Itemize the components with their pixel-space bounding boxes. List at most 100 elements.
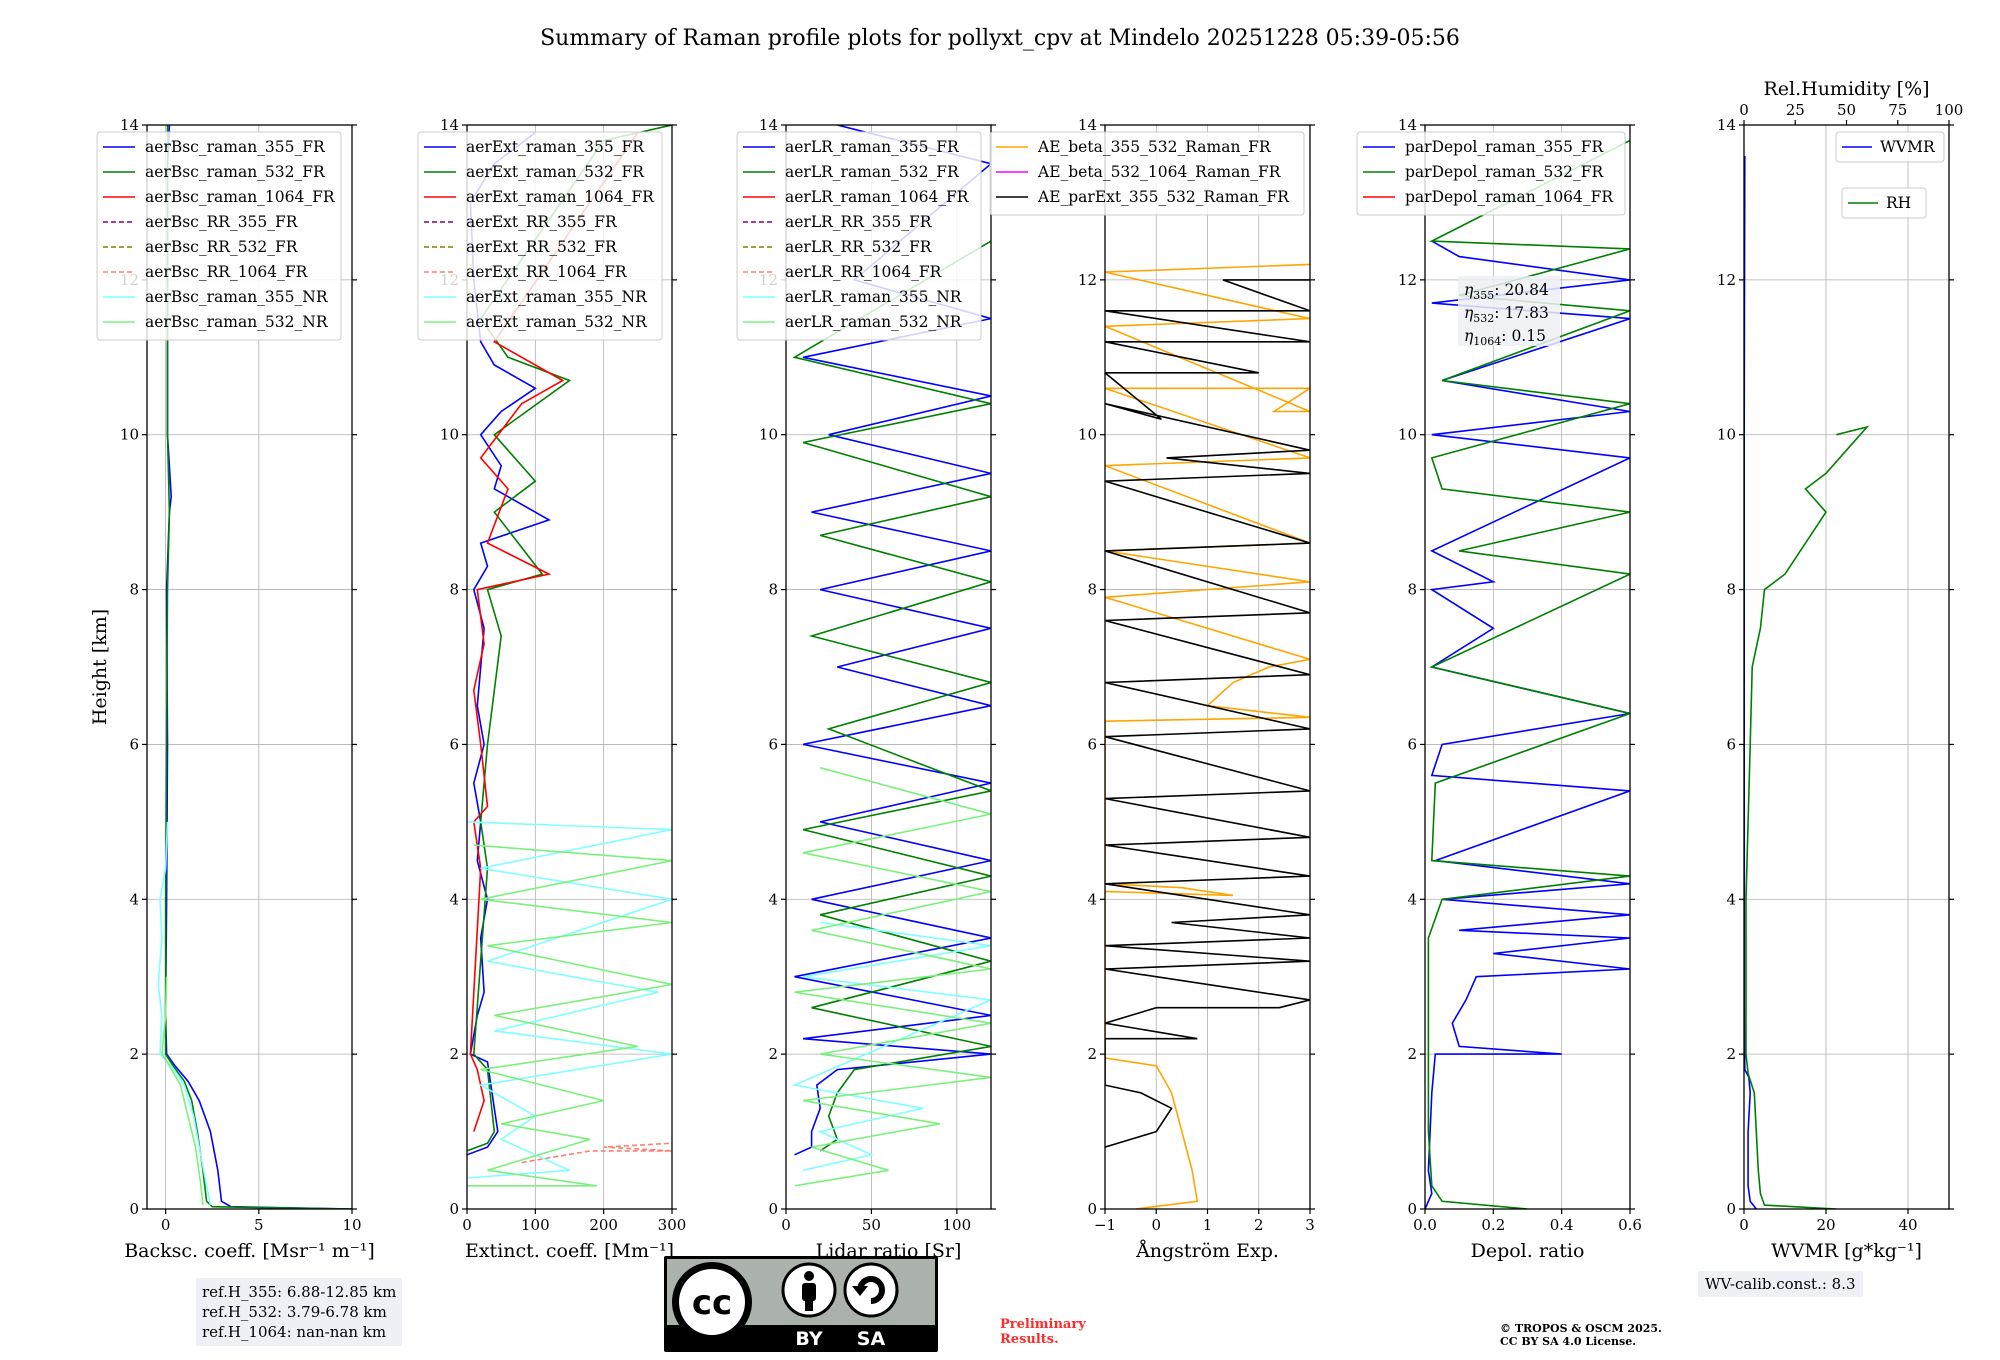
- series-line-aerExt_raman_355_FR: [467, 132, 551, 1156]
- x-tick-label: 0: [161, 1216, 171, 1234]
- legend-label: RH: [1886, 194, 1911, 212]
- x-axis-label: Extinct. coeff. [Mm⁻¹]: [465, 1240, 674, 1262]
- legend-bsc: aerBsc_raman_355_FR aerBsc_raman_532_FRae…: [96, 131, 342, 341]
- legend-ext: aerExt_raman_355_FR aerExt_raman_532_FRae…: [417, 131, 663, 341]
- y-tick-label: 2: [129, 1045, 139, 1063]
- y-tick-label: 4: [129, 890, 139, 908]
- x-tick-label: 50: [862, 1216, 881, 1234]
- eta-line: η532: 17.83: [1464, 304, 1549, 325]
- y-tick-label: 10: [759, 426, 778, 444]
- x-axis-label: Ångström Exp.: [1135, 1240, 1279, 1262]
- legend-label: aerExt_raman_355_FR: [466, 138, 645, 156]
- axes-frame: [466, 124, 673, 1210]
- panel-bsc: 051002468101214Backsc. coeff. [Msr⁻¹ m⁻¹…: [89, 116, 375, 1262]
- series-line-aerLR_raman_355_FR: [794, 125, 991, 1156]
- y-tick-label: 8: [1407, 581, 1417, 599]
- wv-calibration-constant: WV-calib.const.: 8.3: [1705, 1275, 1856, 1293]
- y-tick-label: 0: [1087, 1200, 1097, 1218]
- reference-height-box: ref.H_355: 6.88-12.85 km ref.H_532: 3.79…: [196, 1278, 403, 1346]
- y-tick-label: 4: [1407, 890, 1417, 908]
- x-tick-label: 0: [462, 1216, 472, 1234]
- eta-line: η355: 20.84: [1464, 281, 1549, 302]
- y-tick-label: 10: [1078, 426, 1097, 444]
- series-line-AE_parExt_355_532_Raman_FR: [1105, 279, 1310, 1148]
- x-tick-label: 200: [589, 1216, 618, 1234]
- series-line-aerExt_raman_532_FR: [467, 125, 672, 1152]
- x-tick-label: 10: [342, 1216, 361, 1234]
- series-line-aerLR_raman_532_FR: [792, 240, 991, 1152]
- panel-lr: 05010002468101214Lidar ratio [Sr]aerLR_r…: [736, 116, 996, 1262]
- x-tick-label: 0.2: [1481, 1216, 1505, 1234]
- x-tick-label: 5: [254, 1216, 264, 1234]
- legend-label: aerExt_raman_532_NR: [466, 313, 648, 331]
- series-line-aerExt_raman_1064_FR: [469, 132, 639, 1132]
- x-tick-label: 0: [781, 1216, 791, 1234]
- legend-lr: aerLR_raman_355_FR aerLR_raman_532_FR aerL…: [736, 131, 982, 341]
- wv-calibration-box: WV-calib.const.: 8.3: [1698, 1271, 1863, 1297]
- eta-line: η1064: 0.15: [1464, 327, 1546, 348]
- y-tick-label: 2: [449, 1045, 459, 1063]
- x-tick-label: 100: [943, 1216, 972, 1234]
- top-x-tick-label: 50: [1837, 101, 1856, 119]
- x-tick-label: 0: [1151, 1216, 1161, 1234]
- top-x-tick-label: 25: [1786, 101, 1805, 119]
- legend-label: aerBsc_raman_355_NR: [145, 288, 329, 306]
- cc-icon: cc: [672, 1262, 752, 1342]
- sa-share-alike-icon: [843, 1262, 899, 1318]
- legend-label: aerExt_RR_532_FR: [466, 238, 618, 256]
- legend-label: AE_beta_355_532_Raman_FR: [1037, 138, 1272, 156]
- y-tick-label: 14: [1717, 116, 1736, 134]
- legend-label: aerBsc_raman_532_FR: [145, 163, 326, 181]
- legend-label: aerLR_RR_355_FR: [785, 213, 933, 231]
- y-axis-label: Height [km]: [89, 609, 111, 725]
- legend-ae: AE_beta_355_532_Raman_FR AE_beta_532_1064…: [989, 131, 1305, 216]
- y-tick-label: 14: [120, 116, 139, 134]
- series-line-aerBsc_raman_355_NR: [157, 821, 212, 1206]
- y-tick-label: 0: [768, 1200, 778, 1218]
- x-tick-label: 300: [658, 1216, 687, 1234]
- series-line-aerBsc_raman_532_NR: [161, 976, 204, 1206]
- axes-frame: [785, 124, 992, 1210]
- y-tick-label: 0: [1407, 1200, 1417, 1218]
- y-tick-label: 2: [1087, 1045, 1097, 1063]
- series-line-RH: [1745, 425, 1870, 1209]
- legend-label: aerLR_raman_355_FR: [785, 138, 960, 156]
- y-tick-label: 10: [440, 426, 459, 444]
- copyright-note: © TROPOS & OSCM 2025. CC BY SA 4.0 Licen…: [1500, 1322, 1662, 1348]
- legend-label: aerLR_raman_355_NR: [785, 288, 963, 306]
- legend-label: aerBsc_RR_355_FR: [145, 213, 299, 231]
- axes-frame: [1424, 124, 1631, 1210]
- x-axis-label: Backsc. coeff. [Msr⁻¹ m⁻¹]: [124, 1240, 375, 1262]
- legend-label: parDepol_raman_532_FR: [1405, 163, 1605, 181]
- x-tick-label: 1: [1203, 1216, 1213, 1234]
- cc-by-sa-badge: cc BY SA: [664, 1256, 938, 1352]
- y-tick-label: 6: [449, 735, 459, 753]
- svg-text:cc: cc: [692, 1283, 732, 1323]
- axes-frame: [1743, 124, 1950, 1210]
- x-tick-label: 2: [1254, 1216, 1264, 1234]
- legend-label: aerExt_RR_1064_FR: [466, 263, 628, 281]
- y-tick-label: 6: [768, 735, 778, 753]
- y-tick-label: 4: [449, 890, 459, 908]
- x-tick-label: 40: [1898, 1216, 1917, 1234]
- legend-label: aerBsc_RR_532_FR: [145, 238, 299, 256]
- legend-label: aerLR_raman_532_NR: [785, 313, 963, 331]
- legend-label: aerExt_raman_355_NR: [466, 288, 648, 306]
- legend-label: aerExt_raman_1064_FR: [466, 188, 655, 206]
- legend-label: AE_parExt_355_532_Raman_FR: [1037, 188, 1290, 206]
- legend-label: aerLR_raman_532_FR: [785, 163, 960, 181]
- legend-label: WVMR: [1880, 138, 1936, 156]
- series-line-aerExt_raman_355_NR: [467, 821, 672, 1179]
- by-person-icon: [781, 1262, 837, 1318]
- y-tick-label: 4: [1726, 890, 1736, 908]
- series-line-parDepol_raman_532_FR: [1427, 139, 1630, 1209]
- legend-label: aerBsc_raman_532_NR: [145, 313, 329, 331]
- y-tick-label: 12: [1717, 271, 1736, 289]
- y-tick-label: 8: [768, 581, 778, 599]
- legend-label: aerBsc_raman_355_FR: [145, 138, 326, 156]
- series-line-parDepol_raman_355_FR: [1425, 240, 1630, 1209]
- x-tick-label: 0.0: [1413, 1216, 1437, 1234]
